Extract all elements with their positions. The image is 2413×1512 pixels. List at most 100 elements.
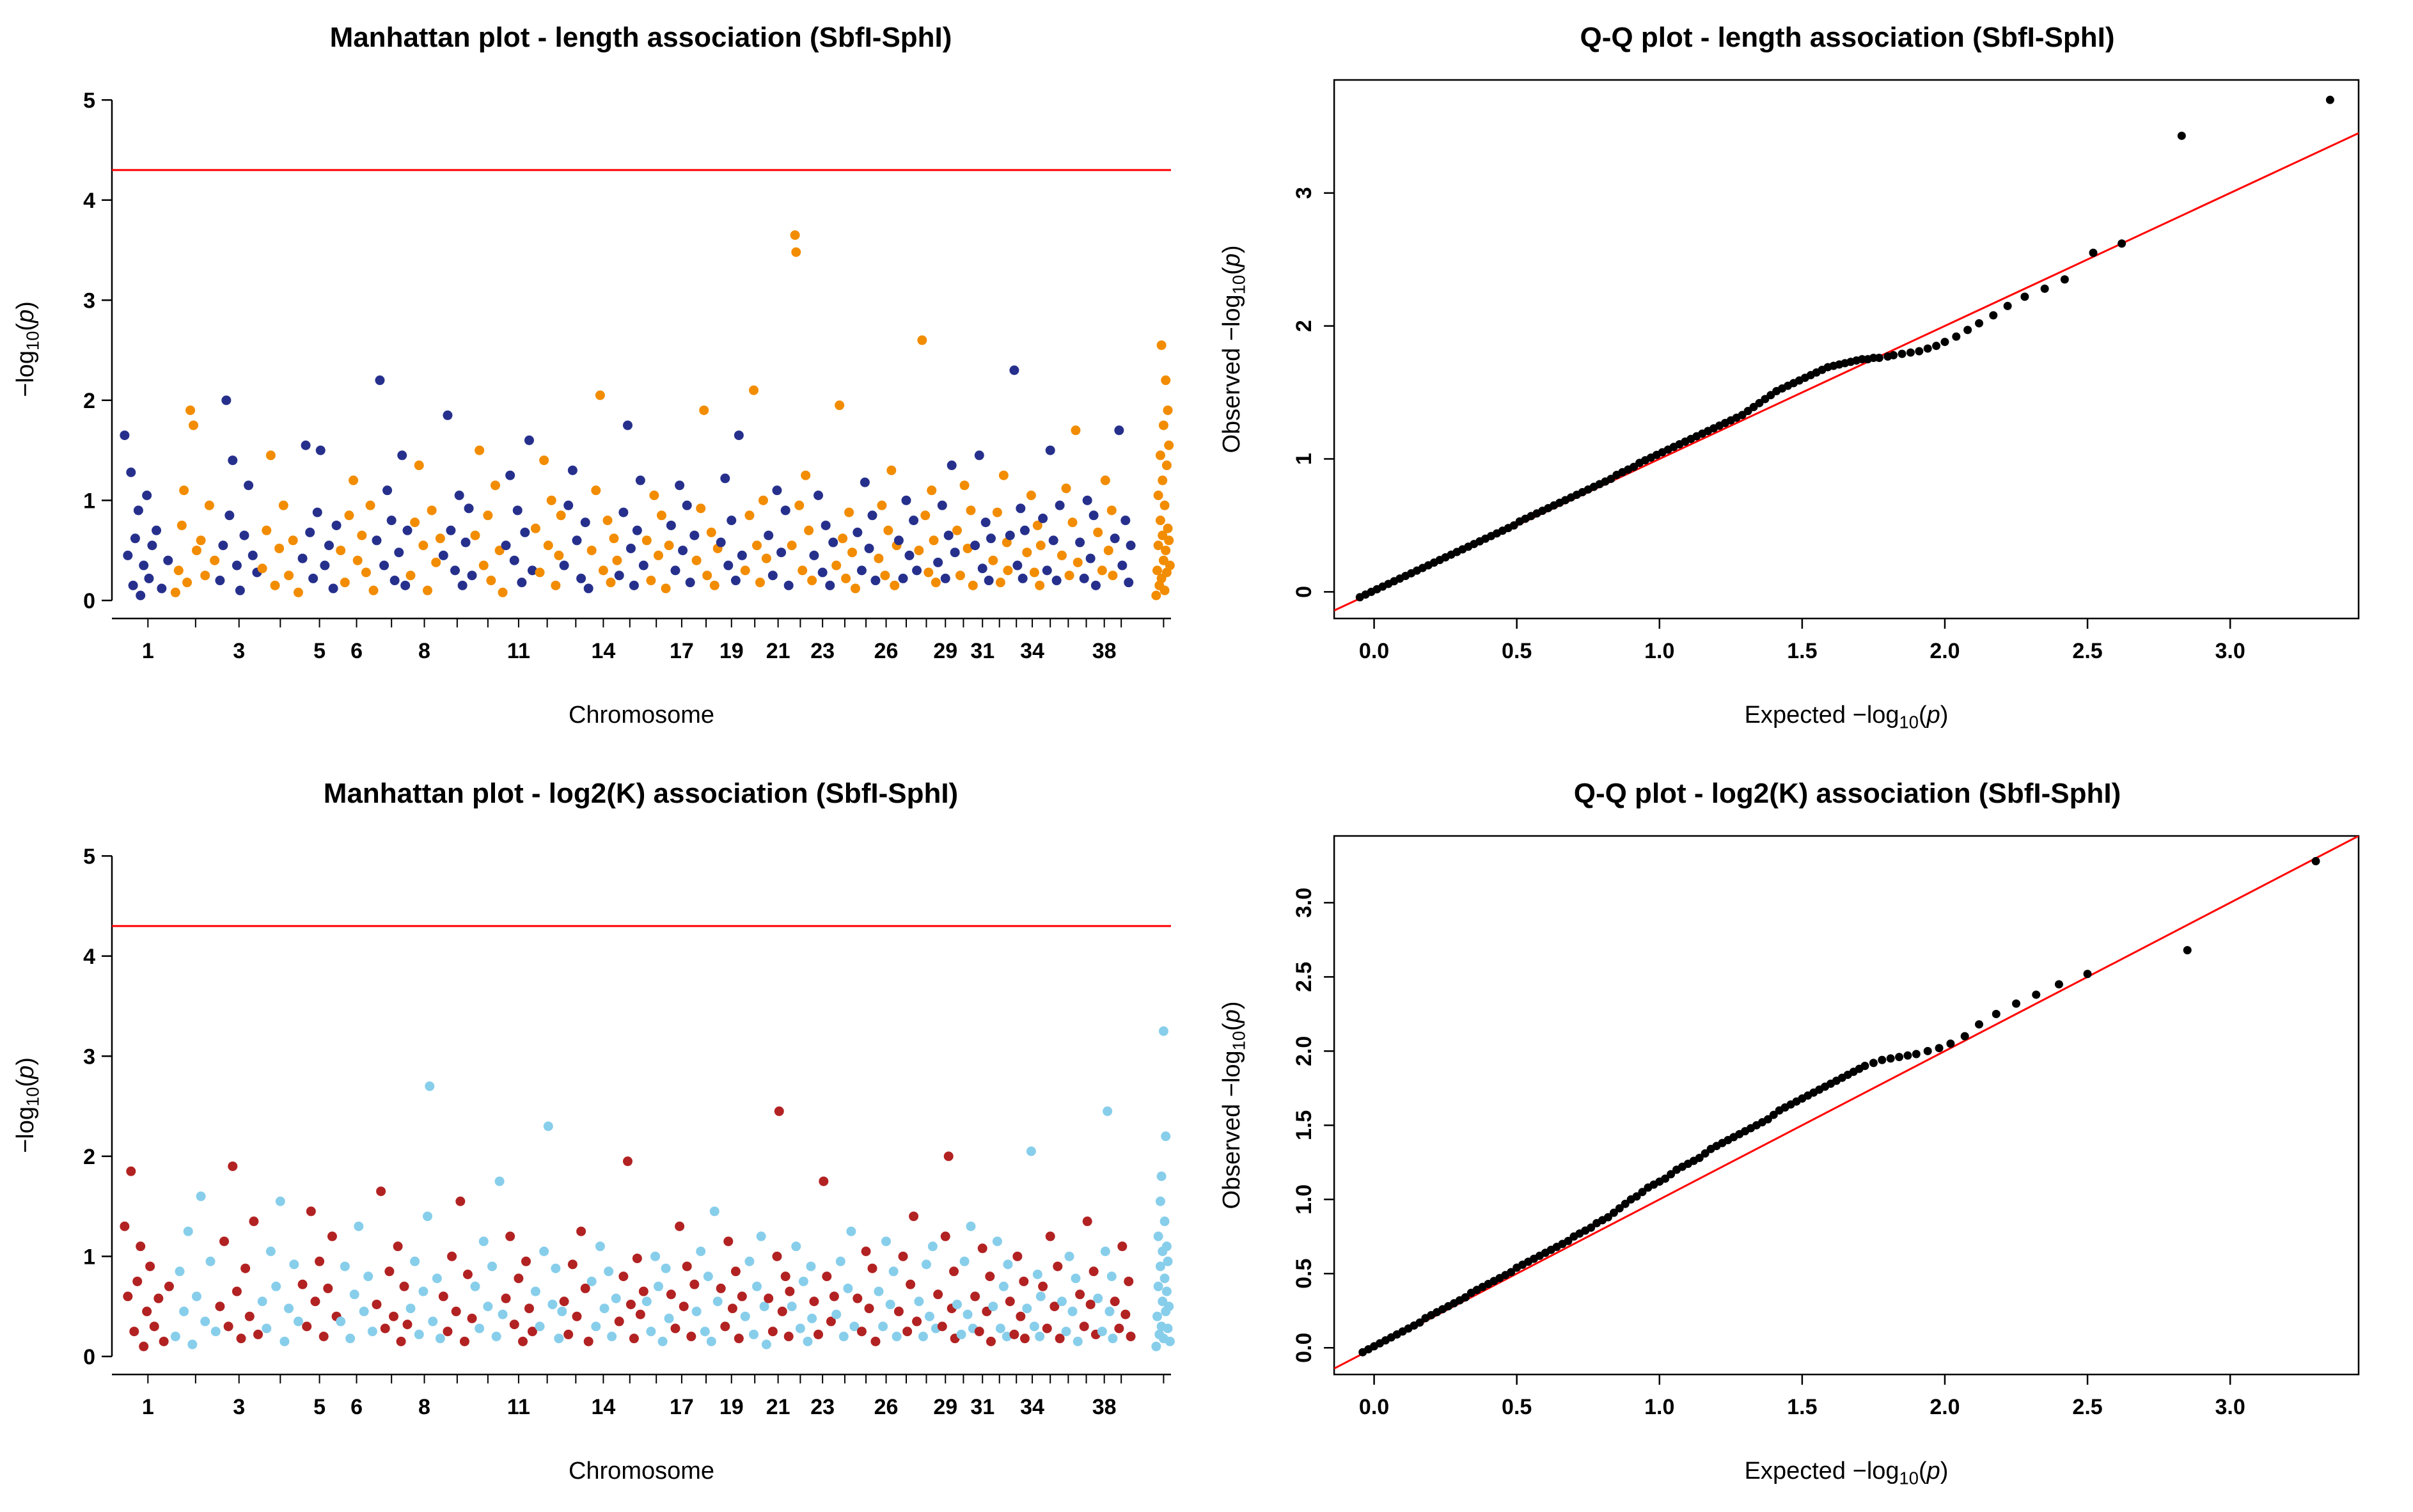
svg-text:0.0: 0.0: [1292, 1333, 1316, 1363]
svg-text:1: 1: [1292, 453, 1316, 465]
y-axis-label: −log10(p): [12, 301, 42, 397]
svg-text:2.5: 2.5: [2072, 1395, 2102, 1419]
svg-text:21: 21: [766, 1395, 790, 1419]
svg-text:38: 38: [1092, 1395, 1117, 1419]
x-tick-marks: [147, 618, 1165, 627]
svg-text:0.5: 0.5: [1502, 639, 1532, 663]
svg-text:3: 3: [1292, 187, 1316, 199]
svg-text:1: 1: [83, 1245, 95, 1269]
x-axis-label: Expected −log10(p): [1745, 1458, 1949, 1488]
svg-text:6: 6: [350, 639, 363, 663]
svg-text:17: 17: [670, 639, 694, 663]
svg-text:2.0: 2.0: [1930, 639, 1960, 663]
svg-text:1.0: 1.0: [1292, 1185, 1316, 1215]
svg-text:1: 1: [142, 1395, 154, 1419]
data-points: [120, 230, 1175, 601]
svg-text:0.5: 0.5: [1292, 1259, 1316, 1289]
svg-text:26: 26: [874, 639, 899, 663]
svg-text:1.5: 1.5: [1787, 639, 1817, 663]
svg-text:0.0: 0.0: [1359, 1395, 1389, 1419]
x-tick-marks: [147, 1374, 1165, 1383]
svg-text:5: 5: [313, 639, 326, 663]
svg-text:0: 0: [1292, 586, 1316, 598]
svg-text:34: 34: [1020, 639, 1044, 663]
svg-text:2.0: 2.0: [1930, 1395, 1960, 1419]
data-points: [1358, 856, 2320, 1357]
svg-text:3.0: 3.0: [2215, 1395, 2245, 1419]
y-axis-label: Observed −log10(p): [1218, 245, 1248, 453]
x-axis-label: Chromosome: [569, 702, 714, 728]
x-tick-labels: 1 3 5 6 8 11 14 17 19 21 23 26 29 31 34 38: [142, 639, 1117, 663]
panel-qq-log2k: Q-Q plot - log2(K) association (SbfI-Sph…: [1206, 756, 2413, 1512]
x-tick-labels: 1 3 5 6 8 11 14 17 19 21 23 26 29 31 34 38: [142, 1395, 1117, 1419]
svg-text:14: 14: [591, 1395, 615, 1419]
y-axis-label: Observed −log10(p): [1218, 1001, 1248, 1209]
svg-text:34: 34: [1020, 1395, 1044, 1419]
plot-box: [1333, 835, 2360, 1376]
svg-text:17: 17: [670, 1395, 694, 1419]
svg-text:0: 0: [83, 1345, 95, 1369]
svg-text:3.0: 3.0: [2215, 639, 2245, 663]
svg-text:2.5: 2.5: [2072, 639, 2102, 663]
svg-text:5: 5: [83, 88, 95, 113]
qq-length-plot: 0.0 0.5 1.0 1.5 2.0 2.5 3.0 0 1 2 3 Expected −log10…: [1218, 79, 2360, 732]
svg-text:11: 11: [507, 1395, 530, 1419]
svg-text:1.5: 1.5: [1292, 1110, 1316, 1140]
svg-text:6: 6: [350, 1395, 363, 1419]
svg-text:38: 38: [1092, 639, 1117, 663]
panel-qq-length: Q-Q plot - length association (SbfI-SphI…: [1206, 0, 2413, 756]
chart-title-qq-log2k: Q-Q plot - log2(K) association (SbfI-Sph…: [1573, 778, 2121, 809]
svg-text:2.5: 2.5: [1292, 962, 1316, 992]
svg-text:21: 21: [766, 639, 790, 663]
data-points: [1355, 95, 2334, 602]
svg-text:5: 5: [313, 1395, 326, 1419]
svg-text:1: 1: [83, 489, 95, 513]
x-axis-label: Chromosome: [569, 1458, 714, 1484]
svg-text:11: 11: [507, 639, 530, 663]
y-tick-labels: 0 1 2 3: [1292, 187, 1335, 598]
chart-title-manhattan-length: Manhattan plot - length association (Sbf…: [329, 22, 952, 53]
svg-text:4: 4: [83, 945, 95, 969]
plot-box: [1333, 79, 2360, 620]
y-tick-labels: 0 1 2 3 4 5: [83, 844, 112, 1369]
svg-text:31: 31: [970, 639, 994, 663]
svg-text:0.5: 0.5: [1502, 1395, 1532, 1419]
svg-text:31: 31: [970, 1395, 994, 1419]
data-points: [120, 1026, 1175, 1351]
svg-text:8: 8: [418, 639, 430, 663]
svg-text:23: 23: [810, 1395, 835, 1419]
panel-manhattan-log2k: Manhattan plot - log2(K) association (Sb…: [0, 756, 1206, 1512]
svg-text:1.0: 1.0: [1644, 639, 1674, 663]
panel-manhattan-length: Manhattan plot - length association (Sbf…: [0, 0, 1206, 756]
svg-text:23: 23: [810, 639, 835, 663]
x-axis-label: Expected −log10(p): [1745, 702, 1949, 732]
svg-text:5: 5: [83, 844, 95, 869]
y-tick-labels: 0 1 2 3 4 5: [83, 88, 112, 613]
chart-title-manhattan-log2k: Manhattan plot - log2(K) association (Sb…: [323, 778, 959, 809]
svg-text:8: 8: [418, 1395, 430, 1419]
svg-text:1: 1: [142, 639, 154, 663]
svg-text:1.5: 1.5: [1787, 1395, 1817, 1419]
svg-text:2.0: 2.0: [1292, 1036, 1316, 1066]
svg-text:3: 3: [83, 1044, 95, 1069]
svg-text:19: 19: [719, 639, 744, 663]
identity-line: [1334, 836, 2359, 1370]
svg-text:19: 19: [719, 1395, 744, 1419]
chart-title-qq-length: Q-Q plot - length association (SbfI-SphI…: [1580, 22, 2115, 53]
x-tick-labels: 0.0 0.5 1.0 1.5 2.0 2.5 3.0: [1359, 1374, 2245, 1419]
svg-text:4: 4: [83, 189, 95, 213]
svg-text:2: 2: [83, 1145, 95, 1169]
svg-text:2: 2: [83, 389, 95, 413]
qq-log2k-plot: 0.0 0.5 1.0 1.5 2.0 2.5 3.0 0.0 0.5 1.0 1.5 2.0 2.5 3…: [1218, 835, 2360, 1488]
svg-text:2: 2: [1292, 320, 1316, 332]
svg-text:3: 3: [233, 1395, 245, 1419]
svg-text:0: 0: [83, 589, 95, 613]
svg-text:0.0: 0.0: [1359, 639, 1389, 663]
y-tick-labels: 0.0 0.5 1.0 1.5 2.0 2.5 3.0: [1292, 888, 1335, 1363]
svg-text:3: 3: [233, 639, 245, 663]
svg-text:29: 29: [933, 1395, 957, 1419]
svg-text:3: 3: [83, 288, 95, 313]
